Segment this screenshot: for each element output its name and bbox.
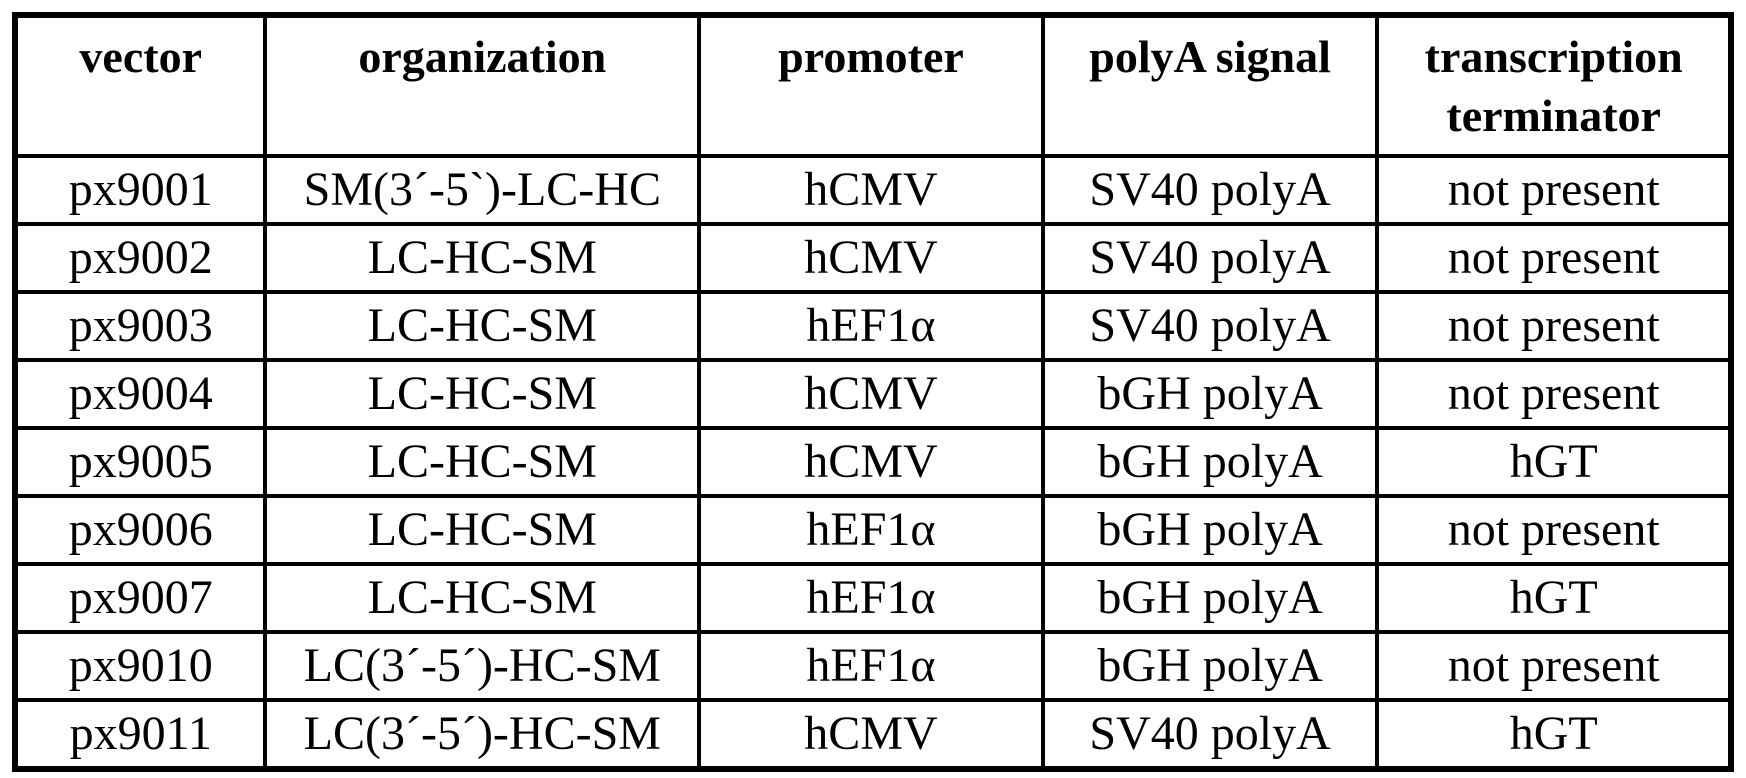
cell-transcription-terminator: not present [1375, 222, 1733, 294]
cell-organization: LC-HC-SM [263, 562, 702, 634]
cell-promoter: hEF1α [697, 494, 1045, 566]
cell-polya-signal: bGH polyA [1040, 630, 1380, 702]
cell-transcription-terminator: hGT [1375, 426, 1733, 498]
header-organization: organization [263, 13, 702, 158]
cell-organization: LC-HC-SM [263, 222, 702, 294]
table-row: px9001 SM(3´-5`)-LC-HC hCMV SV40 polyA n… [12, 154, 1733, 226]
cell-polya-signal: bGH polyA [1040, 358, 1380, 430]
cell-transcription-terminator: hGT [1375, 698, 1733, 771]
cell-transcription-terminator: not present [1375, 494, 1733, 566]
cell-organization: LC-HC-SM [263, 290, 702, 362]
cell-organization: SM(3´-5`)-LC-HC [263, 154, 702, 226]
cell-transcription-terminator: not present [1375, 154, 1733, 226]
cell-promoter: hCMV [697, 698, 1045, 771]
cell-polya-signal: bGH polyA [1040, 562, 1380, 634]
cell-vector: px9007 [12, 562, 268, 634]
table-row: px9002 LC-HC-SM hCMV SV40 polyA not pres… [12, 222, 1733, 294]
cell-vector: px9005 [12, 426, 268, 498]
cell-polya-signal: SV40 polyA [1040, 290, 1380, 362]
cell-polya-signal: bGH polyA [1040, 494, 1380, 566]
cell-promoter: hCMV [697, 154, 1045, 226]
cell-organization: LC-HC-SM [263, 426, 702, 498]
cell-organization: LC(3´-5´)-HC-SM [263, 630, 702, 702]
cell-promoter: hCMV [697, 358, 1045, 430]
table-row: px9006 LC-HC-SM hEF1α bGH polyA not pres… [12, 494, 1733, 566]
cell-transcription-terminator: not present [1375, 358, 1733, 430]
header-promoter: promoter [697, 13, 1045, 158]
cell-transcription-terminator: not present [1375, 290, 1733, 362]
cell-promoter: hEF1α [697, 562, 1045, 634]
cell-vector: px9011 [12, 698, 268, 771]
cell-vector: px9002 [12, 222, 268, 294]
cell-transcription-terminator: hGT [1375, 562, 1733, 634]
cell-vector: px9004 [12, 358, 268, 430]
cell-polya-signal: SV40 polyA [1040, 154, 1380, 226]
cell-promoter: hEF1α [697, 290, 1045, 362]
table-row: px9005 LC-HC-SM hCMV bGH polyA hGT [12, 426, 1733, 498]
cell-organization: LC-HC-SM [263, 358, 702, 430]
table-row: px9010 LC(3´-5´)-HC-SM hEF1α bGH polyA n… [12, 630, 1733, 702]
cell-organization: LC-HC-SM [263, 494, 702, 566]
header-vector: vector [12, 13, 268, 158]
cell-transcription-terminator: not present [1375, 630, 1733, 702]
cell-vector: px9006 [12, 494, 268, 566]
table-row: px9003 LC-HC-SM hEF1α SV40 polyA not pre… [12, 290, 1733, 362]
header-transcription-terminator: transcription terminator [1375, 13, 1733, 158]
cell-polya-signal: SV40 polyA [1040, 222, 1380, 294]
table-row: px9004 LC-HC-SM hCMV bGH polyA not prese… [12, 358, 1733, 430]
table-row: px9007 LC-HC-SM hEF1α bGH polyA hGT [12, 562, 1733, 634]
cell-promoter: hCMV [697, 222, 1045, 294]
cell-vector: px9003 [12, 290, 268, 362]
cell-vector: px9001 [12, 154, 268, 226]
cell-organization: LC(3´-5´)-HC-SM [263, 698, 702, 771]
table-row: px9011 LC(3´-5´)-HC-SM hCMV SV40 polyA h… [12, 698, 1733, 771]
header-row: vector organization promoter polyA signa… [12, 13, 1733, 158]
vector-table: vector organization promoter polyA signa… [12, 12, 1734, 772]
cell-promoter: hEF1α [697, 630, 1045, 702]
cell-polya-signal: bGH polyA [1040, 426, 1380, 498]
cell-polya-signal: SV40 polyA [1040, 698, 1380, 771]
cell-vector: px9010 [12, 630, 268, 702]
cell-promoter: hCMV [697, 426, 1045, 498]
header-polya-signal: polyA signal [1040, 13, 1380, 158]
